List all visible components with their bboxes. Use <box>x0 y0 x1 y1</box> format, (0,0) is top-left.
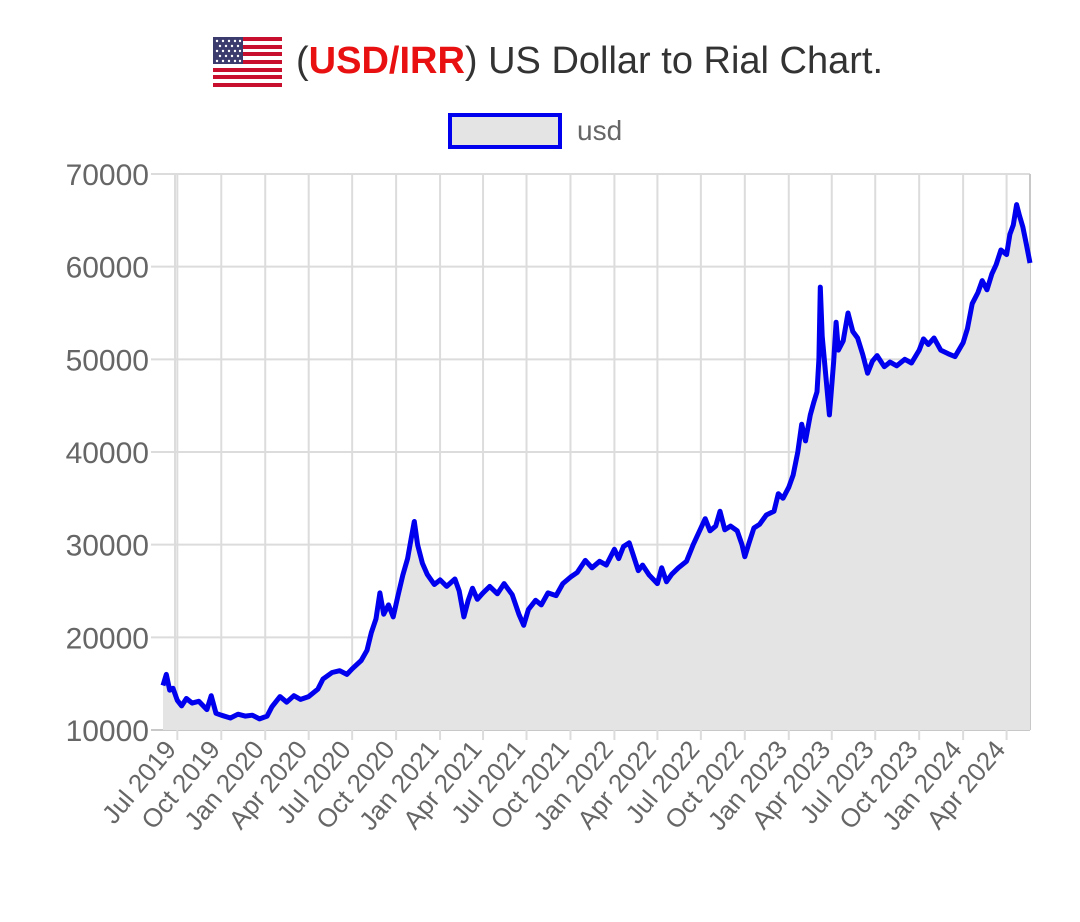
us-flag-icon <box>213 37 282 87</box>
legend-swatch <box>448 113 562 149</box>
title-suffix: ) US Dollar to Rial Chart. <box>465 40 883 82</box>
plot-area <box>160 202 1033 731</box>
chart-title-group: (USD/IRR) US Dollar to Rial Chart. <box>213 37 883 87</box>
y-tick-label: 10000 <box>66 715 149 748</box>
series-line-usd <box>160 202 1033 722</box>
chart-title: (USD/IRR) US Dollar to Rial Chart. <box>296 40 883 82</box>
y-tick-label: 40000 <box>66 437 149 470</box>
series-area-fill <box>163 204 1030 731</box>
y-tick-label: 60000 <box>66 252 149 285</box>
legend-label: usd <box>577 115 622 146</box>
legend: usd <box>448 113 622 149</box>
title-prefix: ( <box>296 40 309 82</box>
y-tick-label: 50000 <box>66 344 149 377</box>
y-tick-label: 30000 <box>66 530 149 563</box>
title-currency-code: USD/IRR <box>309 40 465 82</box>
y-axis: 70000 60000 50000 40000 30000 20000 10000 <box>66 159 149 748</box>
y-tick-label: 70000 <box>66 159 149 192</box>
y-tick-label: 20000 <box>66 622 149 655</box>
